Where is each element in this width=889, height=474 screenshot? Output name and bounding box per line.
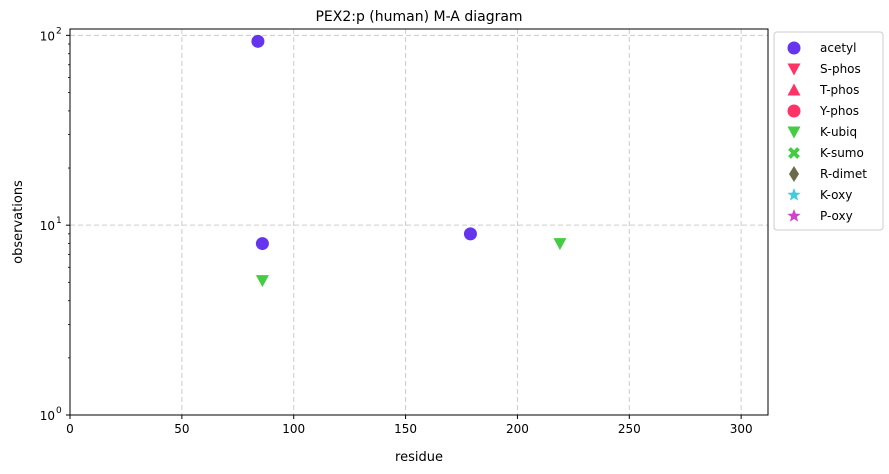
x-tick-label: 50 [174, 422, 189, 436]
legend-label-K-ubiq: K-ubiq [820, 125, 857, 139]
legend-label-T-phos: T-phos [819, 83, 859, 97]
legend-marker-K-ubiq [787, 126, 801, 139]
y-tick-exponent: 2 [56, 26, 62, 36]
legend-marker-K-sumo [788, 147, 800, 159]
plot-frame [69, 28, 769, 416]
legend-label-R-dimet: R-dimet [820, 167, 867, 181]
x-axis-label: residue [395, 450, 443, 465]
legend-box [773, 31, 884, 231]
x-axis-ticks: 0 50 100 150 200 250 300 [66, 415, 753, 436]
legend: acetyl S-phos T-phos Y-phos K-ubiq K-sumo R-di… [773, 31, 884, 231]
x-tick-label: 100 [282, 422, 305, 436]
legend-label-acetyl: acetyl [820, 41, 856, 55]
data-point-K-ubiq [553, 238, 567, 251]
y-tick-exponent: 0 [56, 406, 62, 416]
grid [70, 29, 768, 415]
legend-marker-acetyl [787, 41, 801, 55]
x-tick-label: 200 [506, 422, 529, 436]
legend-marker-T-phos [787, 83, 801, 96]
legend-label-K-sumo: K-sumo [820, 146, 864, 160]
y-tick-label: 10 [40, 409, 55, 423]
x-tick-label: 0 [66, 422, 74, 436]
y-axis-label: observations [11, 180, 26, 264]
x-tick-label: 250 [618, 422, 641, 436]
legend-marker-P-oxy [787, 209, 801, 222]
data-point-acetyl [463, 227, 477, 241]
legend-label-K-oxy: K-oxy [820, 188, 852, 202]
y-tick-label: 10 [40, 29, 55, 43]
legend-marker-R-dimet [789, 166, 799, 182]
data-point-acetyl [251, 34, 265, 48]
y-tick-label: 10 [40, 219, 55, 233]
y-tick-exponent: 1 [56, 216, 62, 226]
legend-label-P-oxy: P-oxy [820, 209, 853, 223]
plot-marks [251, 34, 567, 288]
legend-marker-Y-phos [787, 104, 801, 118]
legend-label-Y-phos: Y-phos [819, 104, 859, 118]
data-point-K-ubiq [255, 275, 269, 288]
legend-label-S-phos: S-phos [820, 62, 861, 76]
chart-title: PEX2:p (human) M-A diagram [315, 9, 522, 25]
legend-marker-S-phos [787, 63, 801, 76]
data-point-acetyl [255, 237, 269, 251]
legend-marker-K-oxy [787, 188, 801, 201]
x-tick-label: 300 [730, 422, 753, 436]
x-tick-label: 150 [394, 422, 417, 436]
